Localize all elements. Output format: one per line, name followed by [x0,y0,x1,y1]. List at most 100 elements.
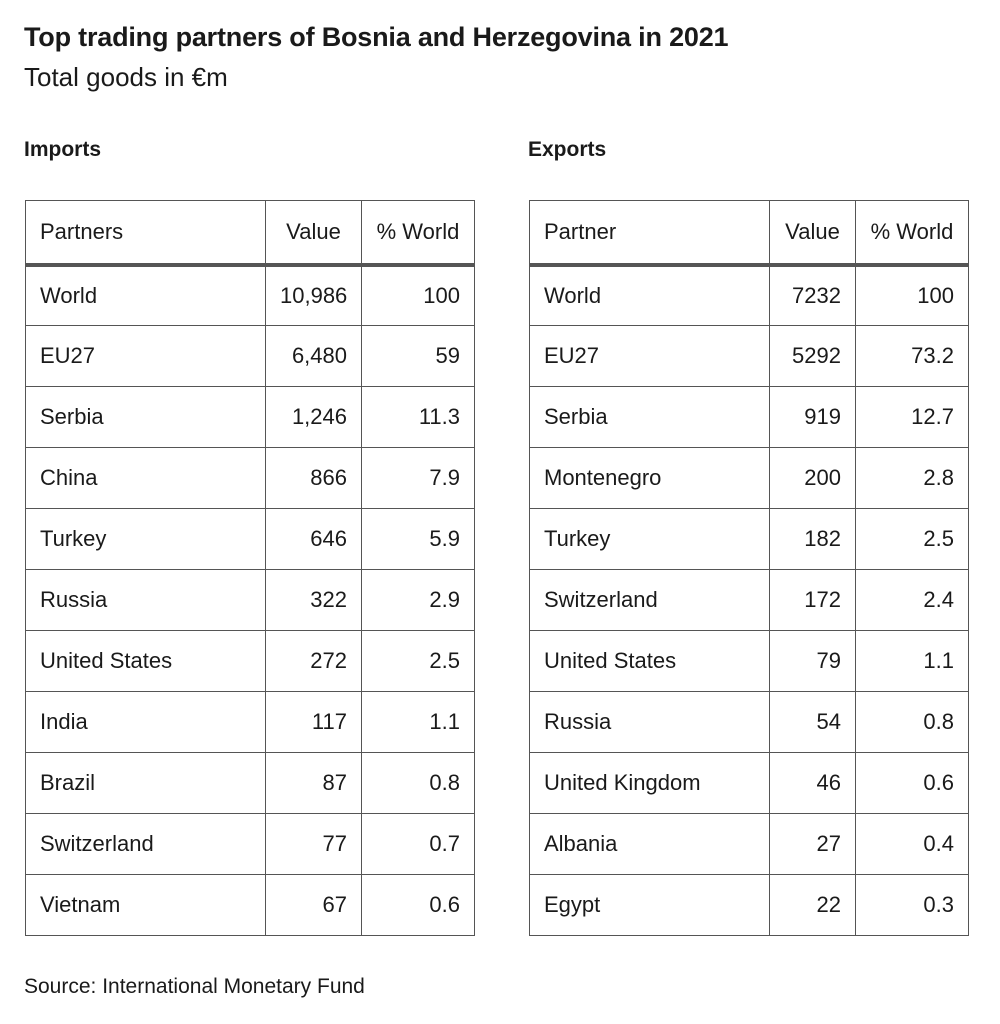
exports-cell-partner: Egypt [529,874,770,936]
exports-cell-pct: 0.6 [855,752,969,814]
exports-cell-value: 172 [769,569,856,631]
imports-cell-value: 67 [265,874,362,936]
exports-cell-partner: Switzerland [529,569,770,631]
imports-label: Imports [24,138,102,161]
imports-header-value: Value [265,200,362,267]
exports-table-row: Egypt 22 0.3 [529,874,969,936]
imports-table-row: India 117 1.1 [25,691,475,753]
exports-cell-partner: United Kingdom [529,752,770,814]
exports-cell-pct: 2.5 [855,508,969,570]
imports-cell-value: 87 [265,752,362,814]
imports-cell-pct: 0.6 [361,874,475,936]
exports-cell-value: 46 [769,752,856,814]
imports-cell-value: 1,246 [265,386,362,448]
imports-cell-partner: World [25,264,266,326]
imports-cell-partner: India [25,691,266,753]
imports-cell-partner: Vietnam [25,874,266,936]
exports-table-body: World 7232 100 EU27 5292 73.2 Serbia 919 12.7 Mon… [529,264,969,936]
exports-cell-value: 200 [769,447,856,509]
imports-cell-value: 6,480 [265,325,362,387]
exports-cell-pct: 73.2 [855,325,969,387]
imports-table-row: Russia 322 2.9 [25,569,475,631]
exports-table-row: EU27 5292 73.2 [529,325,969,387]
imports-cell-partner: Switzerland [25,813,266,875]
imports-cell-value: 117 [265,691,362,753]
exports-cell-partner: Montenegro [529,447,770,509]
exports-cell-pct: 12.7 [855,386,969,448]
exports-cell-pct: 2.4 [855,569,969,631]
imports-table: Partners Value% World World 10,986 100 EU27 6… [25,200,475,936]
imports-header-row: Partners Value% World [25,200,475,267]
exports-cell-partner: World [529,264,770,326]
exports-cell-pct: 100 [855,264,969,326]
exports-cell-pct: 0.8 [855,691,969,753]
imports-table-header: Partners Value% World [25,200,475,267]
imports-cell-pct: 59 [361,325,475,387]
exports-cell-partner: Serbia [529,386,770,448]
source-note: Source: International Monetary Fund [24,975,365,998]
exports-cell-pct: 0.3 [855,874,969,936]
exports-cell-partner: Russia [529,691,770,753]
imports-cell-value: 272 [265,630,362,692]
exports-table-row: Switzerland 172 2.4 [529,569,969,631]
imports-cell-value: 646 [265,508,362,570]
imports-cell-partner: United States [25,630,266,692]
imports-cell-partner: EU27 [25,325,266,387]
imports-cell-partner: Turkey [25,508,266,570]
exports-header-value: Value [769,200,856,267]
imports-table-row: EU27 6,480 59 [25,325,475,387]
exports-cell-partner: EU27 [529,325,770,387]
exports-table-row: United States 79 1.1 [529,630,969,692]
imports-cell-pct: 0.8 [361,752,475,814]
exports-cell-value: 5292 [769,325,856,387]
imports-cell-pct: 2.9 [361,569,475,631]
exports-table-header: Partner Value% World [529,200,969,267]
imports-table-row: Vietnam 67 0.6 [25,874,475,936]
exports-cell-value: 27 [769,813,856,875]
imports-cell-value: 10,986 [265,264,362,326]
exports-header-pct: % World [855,200,969,267]
exports-cell-value: 54 [769,691,856,753]
imports-table-row: Switzerland 77 0.7 [25,813,475,875]
exports-table-row: Montenegro 200 2.8 [529,447,969,509]
imports-table-row: Turkey 646 5.9 [25,508,475,570]
exports-table-row: United Kingdom 46 0.6 [529,752,969,814]
exports-cell-pct: 2.8 [855,447,969,509]
exports-table-row: Albania 27 0.4 [529,813,969,875]
imports-cell-partner: Brazil [25,752,266,814]
imports-cell-value: 77 [265,813,362,875]
exports-table-row: Russia 54 0.8 [529,691,969,753]
exports-cell-partner: Albania [529,813,770,875]
imports-cell-pct: 1.1 [361,691,475,753]
exports-cell-value: 79 [769,630,856,692]
exports-table-row: World 7232 100 [529,264,969,326]
chart-subtitle: Total goods in €m [24,62,228,92]
exports-cell-partner: Turkey [529,508,770,570]
imports-header-pct: % World [361,200,475,267]
exports-table-row: Serbia 919 12.7 [529,386,969,448]
exports-cell-value: 22 [769,874,856,936]
exports-header-row: Partner Value% World [529,200,969,267]
exports-table: Partner Value% World World 7232 100 EU27 5292… [529,200,969,936]
imports-cell-pct: 0.7 [361,813,475,875]
exports-cell-pct: 0.4 [855,813,969,875]
imports-table-row: Brazil 87 0.8 [25,752,475,814]
exports-cell-value: 7232 [769,264,856,326]
imports-cell-value: 866 [265,447,362,509]
imports-table-row: Serbia 1,246 11.3 [25,386,475,448]
exports-cell-pct: 1.1 [855,630,969,692]
imports-cell-pct: 2.5 [361,630,475,692]
exports-cell-value: 919 [769,386,856,448]
imports-table-row: World 10,986 100 [25,264,475,326]
imports-cell-partner: China [25,447,266,509]
imports-cell-value: 322 [265,569,362,631]
imports-cell-partner: Serbia [25,386,266,448]
imports-table-row: United States 272 2.5 [25,630,475,692]
imports-table-body: World 10,986 100 EU27 6,480 59 Serbia 1,246 11.3… [25,264,475,936]
exports-label: Exports [528,138,607,161]
exports-cell-value: 182 [769,508,856,570]
chart-title: Top trading partners of Bosnia and Herze… [24,22,729,52]
exports-table-row: Turkey 182 2.5 [529,508,969,570]
imports-cell-pct: 11.3 [361,386,475,448]
imports-cell-pct: 7.9 [361,447,475,509]
